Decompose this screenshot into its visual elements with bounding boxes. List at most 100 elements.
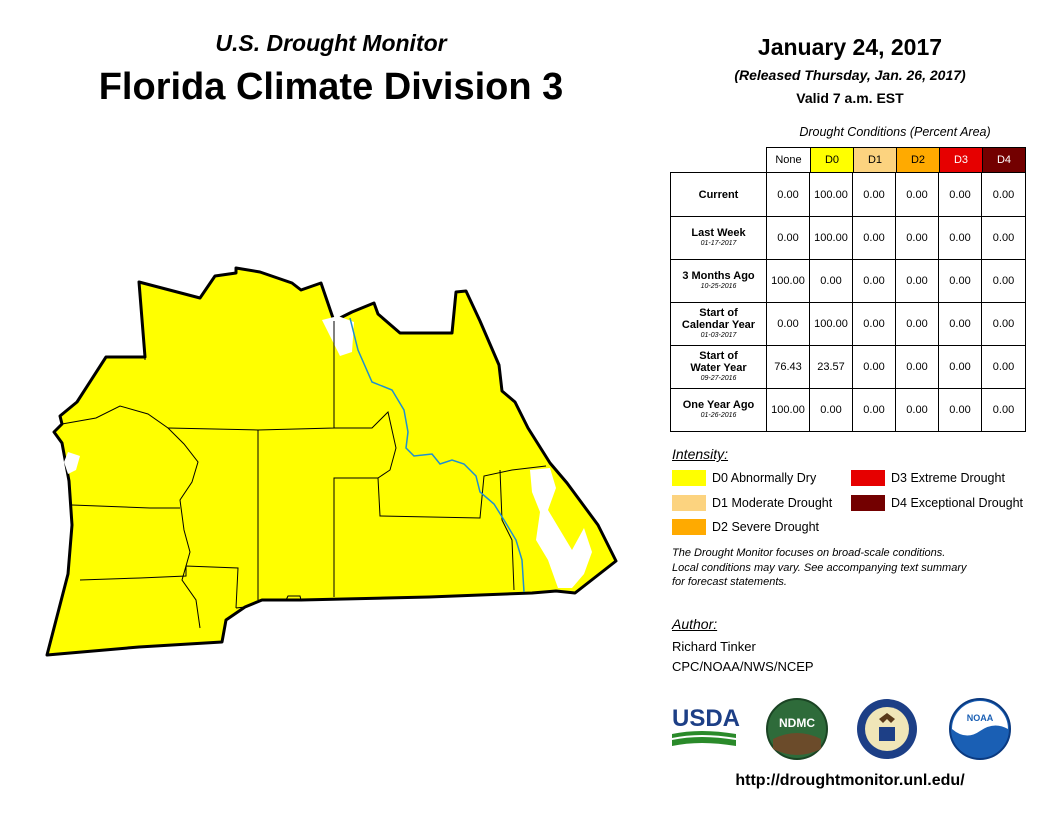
table-cell: 0.00 <box>992 361 1015 373</box>
table-cell: 0.00 <box>767 173 810 216</box>
map-subtitle: U.S. Drought Monitor <box>215 30 447 56</box>
legend-label-d2: D2 Severe Drought <box>712 520 820 534</box>
author-heading: Author: <box>672 616 718 632</box>
legend-label-d0: D0 Abnormally Dry <box>712 471 817 485</box>
table-row: Start of Calendar Year 01-03-2017 0.00 100.0… <box>671 302 1025 345</box>
row-label: One Year Ago 01-26-2016 <box>671 389 767 431</box>
table-caption: Drought Conditions (Percent Area) <box>799 125 991 139</box>
table-row: Last Week 01-17-2017 0.00 100.00 0.00 0.00 0.0… <box>671 216 1025 259</box>
valid-date: January 24, 2017 <box>757 34 943 60</box>
row-label: Start of Calendar Year 01-03-2017 <box>671 303 767 345</box>
svg-text:USDA: USDA <box>672 705 740 732</box>
release-date: (Released Thursday, Jan. 26, 2017) <box>734 67 966 83</box>
col-header-d0: D0 <box>810 148 853 172</box>
white-area-north <box>322 316 354 356</box>
col-header-d3: D3 <box>939 148 982 172</box>
table-cell: 0.00 <box>992 275 1015 287</box>
legend-item-d4: D4 Exceptional Drought <box>851 495 1023 511</box>
table-cell: 0.00 <box>939 217 982 259</box>
valid-time: Valid 7 a.m. EST <box>796 90 904 106</box>
legend-swatch-d1 <box>672 495 706 511</box>
map-title: Florida Climate Division 3 <box>98 66 564 108</box>
website-link[interactable]: http://droughtmonitor.unl.edu/ <box>735 772 965 789</box>
note-line: The Drought Monitor focuses on broad-sca… <box>672 547 946 559</box>
table-cell: 0.00 <box>896 260 939 302</box>
row-label-line: Start of <box>699 307 738 319</box>
legend-label-d1: D1 Moderate Drought <box>712 496 833 510</box>
col-header-d1: D1 <box>853 148 896 172</box>
row-date: 09-27-2016 <box>700 375 737 382</box>
legend-item-d0: D0 Abnormally Dry <box>672 470 816 486</box>
row-date: 01-26-2016 <box>700 412 737 419</box>
row-date: 10-25-2016 <box>700 283 737 290</box>
row-label-line: One Year Ago <box>682 399 755 411</box>
table-cell: 0.00 <box>853 217 896 259</box>
table-cell: 0.00 <box>992 318 1015 330</box>
table-cell: 0.00 <box>767 217 810 259</box>
legend-item-d3: D3 Extreme Drought <box>851 470 1005 486</box>
table-header-row: None D0 D1 D2 D3 D4 <box>766 147 1026 172</box>
table-cell: 100.00 <box>767 260 810 302</box>
row-label: Current <box>671 173 767 216</box>
river <box>349 317 525 593</box>
author-block: Richard Tinker CPC/NOAA/NWS/NCEP <box>672 637 814 677</box>
table-cell: 0.00 <box>896 217 939 259</box>
legend-label-d3: D3 Extreme Drought <box>891 471 1005 485</box>
table-cell: 0.00 <box>853 346 896 388</box>
white-area-coast <box>530 468 592 588</box>
legend-swatch-d4 <box>851 495 885 511</box>
table-cell: 0.00 <box>992 404 1015 416</box>
table-cell: 0.00 <box>810 389 853 431</box>
row-label: Start of Water Year 09-27-2016 <box>671 346 767 388</box>
table-cell: 23.57 <box>810 346 853 388</box>
county-lines <box>61 321 547 629</box>
legend-swatch-d0 <box>672 470 706 486</box>
row-label-line: 3 Months Ago <box>682 270 755 282</box>
table-cell: 0.00 <box>939 346 982 388</box>
table-cell: 0.00 <box>767 303 810 345</box>
row-label: Last Week 01-17-2017 <box>671 217 767 259</box>
row-date: 01-17-2017 <box>700 240 737 247</box>
table-cell: 100.00 <box>810 217 853 259</box>
table-cell: 0.00 <box>853 260 896 302</box>
table-cell: 0.00 <box>896 346 939 388</box>
division-map <box>45 266 618 657</box>
note-line: Local conditions may vary. See accompany… <box>672 561 967 574</box>
author-org: CPC/NOAA/NWS/NCEP <box>672 659 814 674</box>
row-label-line: Water Year <box>690 362 747 374</box>
white-area-west <box>64 452 80 474</box>
table-cell: 0.00 <box>853 173 896 216</box>
legend-item-d2: D2 Severe Drought <box>672 519 819 535</box>
legend-item-d1: D1 Moderate Drought <box>672 495 832 511</box>
table-cell: 0.00 <box>992 188 1015 201</box>
table-cell: 100.00 <box>767 389 810 431</box>
legend-heading: Intensity: <box>672 446 729 462</box>
table-cell: 0.00 <box>896 303 939 345</box>
legend-label-d4: D4 Exceptional Drought <box>891 496 1024 510</box>
noaa-logo: NOAA <box>949 698 1011 760</box>
table-cell: 0.00 <box>853 303 896 345</box>
table-row: Start of Water Year 09-27-2016 76.43 23.57 0.… <box>671 345 1025 388</box>
row-label-line: Start of <box>699 350 738 362</box>
table-cell: 76.43 <box>767 346 810 388</box>
row-label-line: Calendar Year <box>681 319 756 331</box>
division-3-region <box>45 266 618 657</box>
table-row: 3 Months Ago 10-25-2016 100.00 0.00 0.00 0.00… <box>671 259 1025 302</box>
table-cell: 0.00 <box>896 173 939 216</box>
col-header-none: None <box>767 148 810 172</box>
table-cell: 0.00 <box>939 303 982 345</box>
commerce-seal <box>857 699 917 759</box>
table-cell: 0.00 <box>939 260 982 302</box>
table-row: One Year Ago 01-26-2016 100.00 0.00 0.00 0.00… <box>671 388 1025 431</box>
table-cell: 0.00 <box>939 173 982 216</box>
row-label-line: Current <box>698 188 739 201</box>
col-header-d4: D4 <box>982 148 1025 172</box>
table-row: Current 0.00 100.00 0.00 0.00 0.00 0.00 <box>671 173 1025 216</box>
svg-text:NOAA: NOAA <box>967 713 994 723</box>
col-header-d2: D2 <box>896 148 939 172</box>
table-cell: 100.00 <box>810 173 853 216</box>
table-cell: 0.00 <box>810 260 853 302</box>
legend-swatch-d3 <box>851 470 885 486</box>
usda-logo: USDA <box>672 705 740 746</box>
row-label-line: Last Week <box>691 227 746 239</box>
